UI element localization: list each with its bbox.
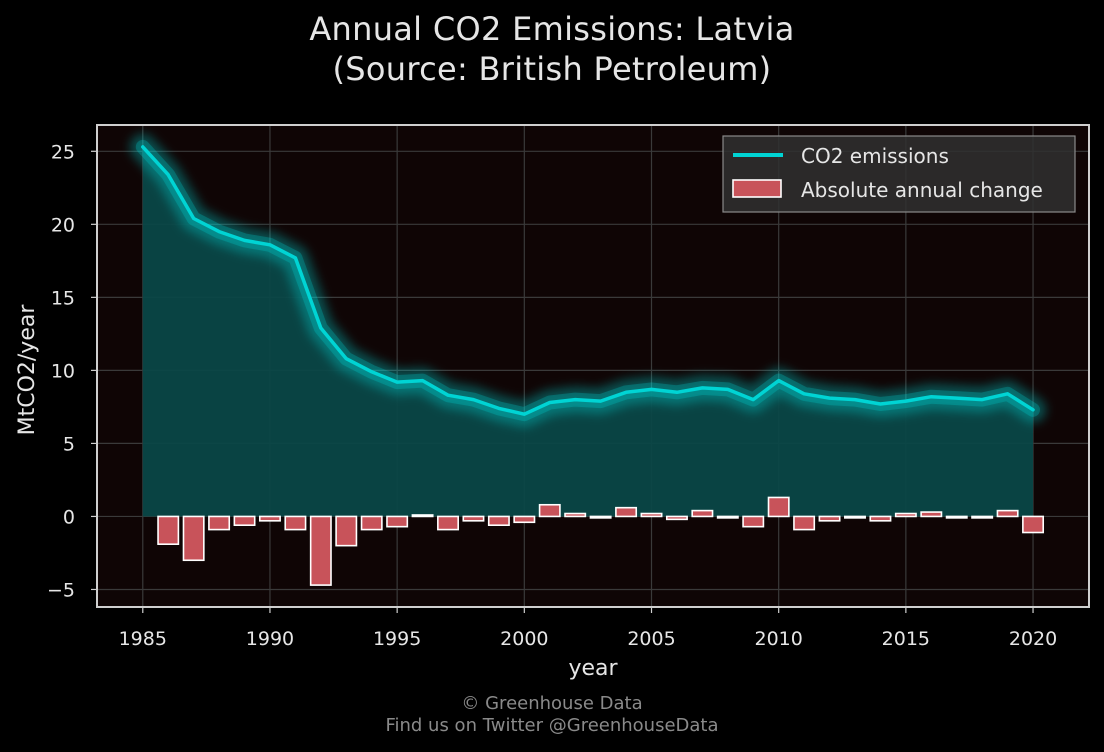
change-bar <box>208 515 231 531</box>
change-bar <box>564 512 587 518</box>
change-bar <box>233 515 256 527</box>
y-tick-label: 15 <box>51 287 75 309</box>
plot-frame <box>96 124 1090 608</box>
y-tick-label: −5 <box>47 579 75 601</box>
x-tick-label: 2020 <box>1009 628 1057 650</box>
footer-twitter: Find us on Twitter @GreenhouseData <box>385 715 719 736</box>
change-bar <box>971 515 994 519</box>
x-tick-label: 1995 <box>373 628 421 650</box>
change-bar <box>716 515 739 519</box>
legend-label-co2-emissions: CO2 emissions <box>801 144 949 168</box>
co2-emissions-area <box>142 146 1034 517</box>
x-tick-label: 2000 <box>500 628 548 650</box>
change-bar <box>284 515 307 531</box>
legend-bar-swatch <box>732 179 782 198</box>
x-tick-label: 1990 <box>246 628 294 650</box>
x-axis-label: year <box>568 656 618 681</box>
y-tick-label: 25 <box>51 141 75 163</box>
change-bar <box>182 515 205 562</box>
co2-emissions-line <box>141 145 1035 416</box>
change-bar <box>157 515 180 545</box>
y-tick-label: 0 <box>63 506 75 528</box>
footer-copyright: © Greenhouse Data <box>461 693 643 714</box>
x-tick-label: 2010 <box>755 628 803 650</box>
legend-box <box>722 135 1076 213</box>
change-bar <box>920 511 943 518</box>
change-bar <box>589 515 612 519</box>
chart-title: Annual CO2 Emissions: Latvia <box>309 10 795 48</box>
change-bar <box>360 515 383 531</box>
change-bar <box>411 514 434 518</box>
chart-subtitle: (Source: British Petroleum) <box>332 50 772 88</box>
legend-label-absolute-annual-change: Absolute annual change <box>801 178 1043 202</box>
change-bar <box>538 503 561 518</box>
y-axis-label: MtCO2/year <box>15 304 40 436</box>
x-tick-label: 2015 <box>882 628 930 650</box>
change-bar <box>742 515 765 528</box>
y-tick-label: 5 <box>63 433 75 455</box>
change-bar <box>258 515 281 522</box>
change-bar <box>793 515 816 531</box>
y-tick-label: 10 <box>51 360 75 382</box>
change-bar <box>996 509 1019 518</box>
change-bar <box>894 512 917 518</box>
change-bar <box>844 515 866 519</box>
y-tick-label: 20 <box>51 214 75 236</box>
change-bar <box>487 515 510 527</box>
change-bar <box>945 515 968 519</box>
x-tick-label: 1985 <box>119 628 167 650</box>
change-bar <box>818 515 841 522</box>
change-bar <box>691 509 714 518</box>
change-bar <box>869 515 892 522</box>
change-bar <box>335 515 358 547</box>
change-bar <box>1022 515 1045 534</box>
change-bar <box>437 515 459 531</box>
change-bar <box>640 512 663 518</box>
change-bar <box>767 496 790 518</box>
change-bar <box>309 515 332 586</box>
change-bar <box>665 515 688 521</box>
change-bar <box>513 515 536 524</box>
legend: CO2 emissions Absolute annual change <box>722 135 1076 213</box>
change-bar <box>386 515 409 528</box>
change-bar <box>462 515 485 522</box>
x-tick-label: 2005 <box>627 628 675 650</box>
change-bar <box>615 506 638 518</box>
